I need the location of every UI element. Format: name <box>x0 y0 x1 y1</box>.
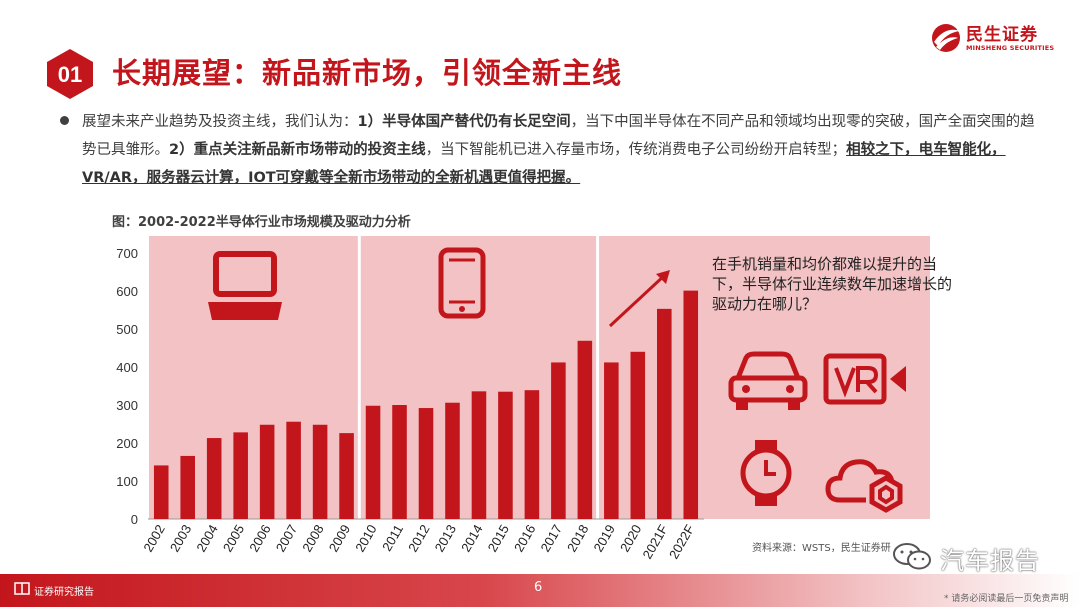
bar-2008 <box>312 424 328 519</box>
bullet-underlined: 相较之下，电车智能化，VR/AR，服务器云计算，IOT可穿戴等全新市场带动的全新… <box>82 142 1006 186</box>
x-tick-label: 2021F <box>639 522 670 561</box>
driver-question: 在手机销量和均价都难以提升的当下，半导体行业连续数年加速增长的驱动力在哪儿？ <box>712 255 953 313</box>
y-tick-label: 400 <box>116 360 138 375</box>
figure-caption: 图：2002-2022半导体行业市场规模及驱动力分析 <box>112 215 411 230</box>
smartphone-icon <box>438 247 486 319</box>
bar-2003 <box>180 455 195 519</box>
bar-2019 <box>604 362 619 519</box>
x-tick-label: 2015 <box>485 522 512 555</box>
disclaimer: * 请务必阅读最后一页免责声明 <box>944 594 1069 604</box>
laptop-icon <box>208 251 282 320</box>
y-tick-label: 500 <box>116 322 138 337</box>
y-tick-label: 600 <box>116 284 138 299</box>
bar-2004 <box>206 438 222 519</box>
bar-2011 <box>392 405 407 519</box>
footer-label: 证券研究报告 <box>34 587 94 598</box>
bar-2015 <box>498 391 513 519</box>
bullet-text-2: ，当下中国半导体在不同产品和领域均出现零的突破，国产全面突围的趋势已具雏形。 <box>82 114 1035 158</box>
x-tick-label: 2002 <box>140 522 167 555</box>
smartwatch-icon <box>740 440 792 506</box>
y-tick-label: 200 <box>116 436 138 451</box>
bullet-dot <box>60 116 69 125</box>
bar-2022F <box>683 290 699 519</box>
x-tick-label: 2014 <box>458 522 485 555</box>
x-tick-label: 2017 <box>538 522 565 555</box>
x-tick-label: 2011 <box>379 522 406 554</box>
bar-2007 <box>286 421 301 519</box>
section-number-badge: 01 <box>47 49 93 99</box>
x-tick-label: 2013 <box>432 522 459 555</box>
x-tick-label: 2010 <box>352 522 379 555</box>
cloud-icon <box>825 459 903 513</box>
bar-2018 <box>577 340 593 519</box>
bar-2009 <box>339 433 354 519</box>
y-tick-label: 700 <box>116 246 138 261</box>
x-tick-label: 2022F <box>666 522 697 561</box>
footer-bar <box>0 574 1080 607</box>
car-icon <box>728 351 808 410</box>
vr-icon <box>823 353 906 405</box>
watermark-text: 汽车报告 <box>940 547 1040 575</box>
growth-arrow-icon <box>608 270 670 328</box>
bullet-text-1: 展望未来产业趋势及投资主线，我们认为： <box>82 114 358 130</box>
page-number: 6 <box>534 580 543 595</box>
bullet-bold-2: 2）重点关注新品新市场带动的投资主线 <box>169 142 426 158</box>
bar-2013 <box>445 402 460 519</box>
x-tick-label: 2008 <box>299 522 326 555</box>
bar-2010 <box>365 405 381 519</box>
book-icon <box>14 582 30 595</box>
page-title: 长期展望：新品新市场，引领全新主线 <box>112 56 623 90</box>
x-tick-label: 2006 <box>246 522 273 555</box>
bar-2016 <box>524 390 540 519</box>
brand-logo <box>932 24 960 52</box>
x-tick-label: 2020 <box>617 522 644 555</box>
x-axis: 2002 2003 2004 2005 2006 2007 2008 2009 2010 2011… <box>140 522 697 561</box>
brand-name-cn: 民生证券 <box>966 25 1038 45</box>
x-tick-label: 2005 <box>220 522 247 555</box>
bullet-text-3: ，当下智能机已进入存量市场，传统消费电子公司纷纷开启转型； <box>425 142 847 158</box>
section-number: 01 <box>58 62 82 87</box>
data-source: 资料来源：WSTS，民生证券研 <box>752 543 891 554</box>
wechat-icon <box>893 543 931 570</box>
x-tick-label: 2019 <box>590 522 617 555</box>
x-tick-label: 2009 <box>326 522 353 555</box>
y-tick-label: 300 <box>116 398 138 413</box>
bullet-paragraph: 展望未来产业趋势及投资主线，我们认为：1）半导体国产替代仍有长足空间，当下中国半… <box>82 108 1042 192</box>
brand-name-en: MINSHENG SECURITIES <box>966 44 1055 52</box>
x-tick-label: 2016 <box>511 522 538 555</box>
bar-2002 <box>153 465 169 519</box>
x-tick-label: 2007 <box>273 522 300 555</box>
x-tick-label: 2003 <box>167 522 194 555</box>
bar-2021F <box>657 308 672 519</box>
bar-2014 <box>471 391 487 519</box>
bar-2012 <box>418 408 434 519</box>
x-tick-label: 2012 <box>405 522 432 555</box>
y-tick-label: 100 <box>116 474 138 489</box>
bar-2005 <box>233 432 248 519</box>
bar-2020 <box>630 351 646 519</box>
x-tick-label: 2018 <box>564 522 591 555</box>
x-tick-label: 2004 <box>193 522 220 555</box>
bar-2006 <box>259 424 275 519</box>
bullet-bold-1: 1）半导体国产替代仍有长足空间 <box>357 114 571 130</box>
bar-2017 <box>551 362 566 519</box>
bar-series <box>153 290 699 519</box>
y-tick-label: 0 <box>131 512 138 527</box>
